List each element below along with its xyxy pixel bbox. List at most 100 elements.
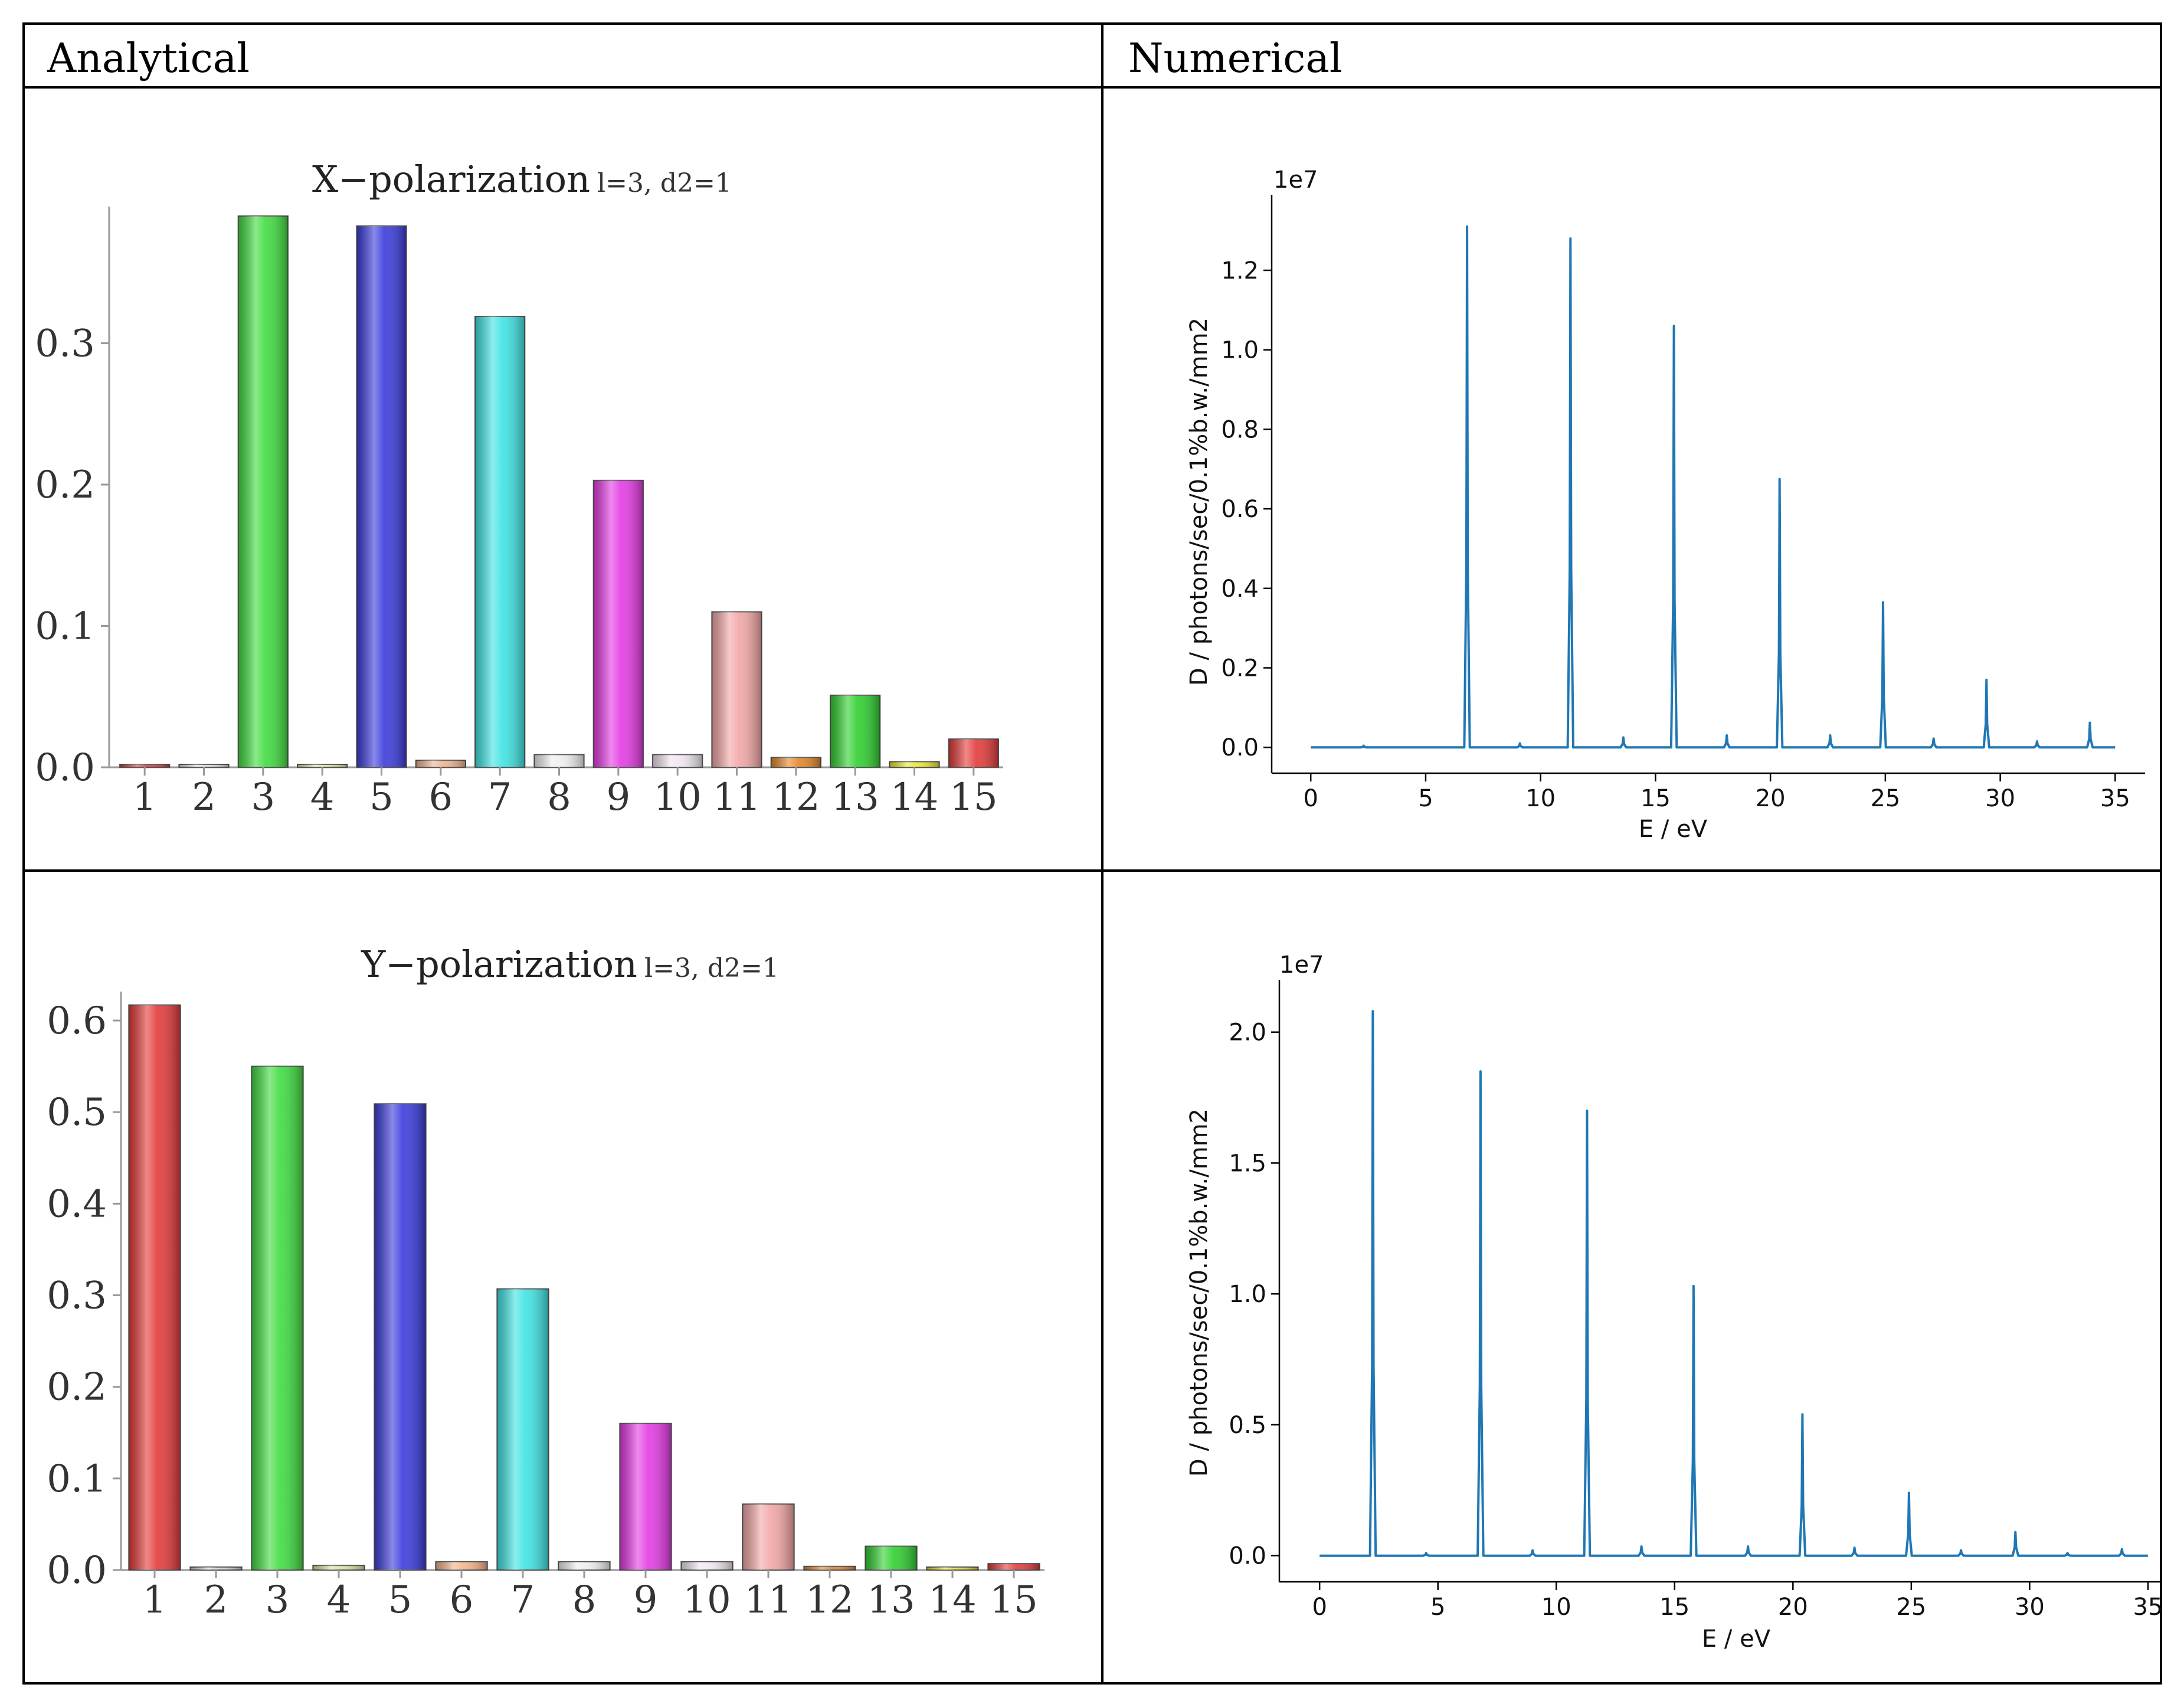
bar-shading (593, 480, 643, 767)
x-tick-label: 10 (1525, 785, 1556, 812)
table-border (22, 22, 2162, 1685)
y-tick-label: 0.5 (47, 1091, 107, 1134)
exponent-label: 1e7 (1279, 951, 1324, 979)
x-tick-label: 15 (990, 1578, 1037, 1622)
chart-subtitle: l=3, d2=1 (597, 168, 732, 198)
x-tick-label: 3 (251, 776, 275, 819)
bar-shading (620, 1423, 672, 1570)
bar-shading (865, 1546, 917, 1570)
y-axis-label: D / photons/sec/0.1%b.w./mm2 (1186, 1108, 1213, 1477)
y-tick-label: 0.0 (1229, 1543, 1266, 1570)
x-tick-label: 5 (369, 776, 394, 819)
y-tick-label: 0.2 (47, 1366, 107, 1409)
spectrum-line (1319, 1010, 2148, 1557)
x-axis-label: E / eV (1639, 816, 1708, 843)
bar-shading (374, 1104, 426, 1570)
y-tick-label: 0.0 (47, 1549, 107, 1592)
y-tick-label: 0.0 (35, 746, 95, 790)
x-tick-label: 1 (143, 1578, 167, 1622)
bar-shading (129, 1005, 181, 1570)
y-tick-label: 1.0 (1229, 1281, 1266, 1308)
x-tick-label: 25 (1870, 785, 1900, 812)
bar-chart-y-polarization: Y−polarization l=3, d2=1 0.0 0.1 0.2 0.3 0.4… (47, 943, 1044, 1622)
x-tick-label: 10 (1541, 1594, 1571, 1621)
bar-shading (190, 1567, 242, 1570)
y-tick-label: 1.0 (1221, 337, 1259, 364)
x-tick-label: 35 (2133, 1594, 2163, 1621)
bar-shading (558, 1562, 610, 1570)
x-tick-label: 12 (772, 776, 820, 819)
x-tick-label: 2 (192, 776, 216, 819)
y-tick-label: 0.0 (1221, 734, 1259, 761)
y-tick-label: 0.1 (47, 1457, 107, 1501)
bar-shading (988, 1564, 1040, 1570)
bar-shading (497, 1288, 549, 1570)
bar-shading (120, 764, 170, 767)
y-tick-label: 0.4 (47, 1182, 107, 1226)
x-tick-label: 4 (327, 1578, 351, 1622)
bar-shading (948, 739, 998, 767)
x-tick-label: 25 (1896, 1594, 1926, 1621)
bar-shading (681, 1562, 733, 1570)
bar-shading (926, 1567, 978, 1570)
x-tick-label: 13 (831, 776, 879, 819)
bar-shading (356, 225, 407, 767)
x-tick-label: 5 (1418, 785, 1433, 812)
bar-shading (436, 1562, 487, 1570)
y-tick-label: 0.6 (1221, 496, 1259, 523)
line-chart-x-numerical: 1e7 D / photons/sec/0.1%b.w./mm2 E / eV … (1186, 166, 2145, 843)
x-tick-label: 15 (1641, 785, 1671, 812)
x-tick-label: 8 (572, 1578, 597, 1622)
bar-shading (712, 611, 762, 767)
x-tick-label: 2 (204, 1578, 228, 1622)
x-tick-label: 14 (890, 776, 938, 819)
x-tick-label: 9 (634, 1578, 658, 1622)
y-tick-label: 0.2 (35, 463, 95, 507)
x-tick-label: 10 (653, 776, 701, 819)
x-tick-label: 12 (806, 1578, 853, 1622)
spectrum-line (1311, 225, 2116, 749)
x-tick-label: 3 (266, 1578, 290, 1622)
chart-title: Y−polarization (361, 943, 637, 986)
bar-shading (889, 761, 939, 767)
header-numerical: Numerical (1128, 35, 1343, 82)
x-tick-label: 0 (1312, 1594, 1327, 1621)
bar-shading (771, 757, 821, 767)
x-tick-label: 10 (683, 1578, 731, 1622)
bar-shading (653, 754, 703, 767)
x-tick-label: 4 (310, 776, 335, 819)
x-tick-label: 5 (388, 1578, 412, 1622)
x-tick-label: 7 (488, 776, 512, 819)
x-tick-label: 11 (744, 1578, 792, 1622)
x-axis-label: E / eV (1702, 1625, 1771, 1653)
x-tick-label: 20 (1778, 1594, 1808, 1621)
bar-shading (742, 1504, 794, 1570)
bar-shading (297, 764, 348, 767)
bar-shading (534, 754, 584, 767)
x-tick-label: 13 (867, 1578, 915, 1622)
y-tick-label: 0.6 (47, 999, 107, 1043)
y-tick-label: 2.0 (1229, 1019, 1266, 1046)
x-tick-label: 30 (2015, 1594, 2045, 1621)
chart-title: X−polarization (312, 158, 590, 201)
x-tick-label: 35 (2100, 785, 2130, 812)
x-tick-label: 30 (1985, 785, 2015, 812)
x-tick-label: 0 (1303, 785, 1318, 812)
bar-shading (313, 1565, 365, 1570)
x-tick-label: 15 (1659, 1594, 1689, 1621)
x-tick-label: 15 (949, 776, 997, 819)
table-grid (22, 22, 2162, 1685)
y-tick-label: 0.1 (35, 605, 95, 649)
chart-subtitle: l=3, d2=1 (644, 953, 779, 983)
y-tick-label: 1.5 (1229, 1150, 1266, 1177)
bar-shading (830, 695, 880, 767)
y-tick-label: 0.8 (1221, 416, 1259, 443)
y-tick-label: 0.3 (47, 1274, 107, 1318)
x-tick-label: 5 (1430, 1594, 1445, 1621)
x-tick-label: 1 (133, 776, 157, 819)
x-tick-label: 20 (1756, 785, 1786, 812)
x-tick-label: 6 (428, 776, 453, 819)
y-axis-label: D / photons/sec/0.1%b.w./mm2 (1186, 318, 1213, 686)
